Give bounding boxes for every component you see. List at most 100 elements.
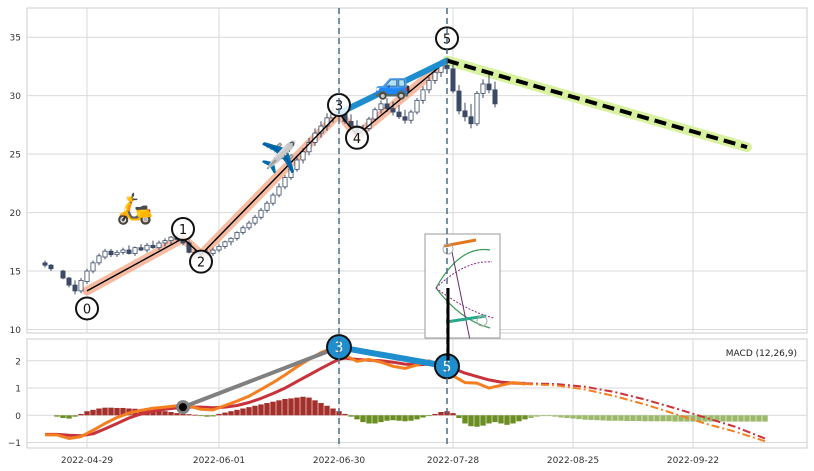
macd-histogram-bar [564,415,570,419]
x-tick-label: 2022-07-28 [427,456,480,466]
candle-body [138,247,144,251]
candle [258,207,264,220]
macd-histogram-bar [168,412,174,416]
macd-histogram-bar [600,415,606,421]
wave-line-4-5 [356,60,448,136]
candle-body [60,270,66,279]
macd-histogram-bar [324,405,330,416]
x-tick-label: 2022-06-01 [193,456,245,466]
candle-body [216,246,222,251]
macd-histogram-bar [114,407,120,416]
macd-histogram-bar [342,413,348,416]
wave-point-circle [345,125,369,150]
macd-marker-dot [176,400,190,415]
candle [426,76,432,94]
macd-histogram-bar [72,415,78,417]
candle-body [486,83,492,91]
candle [66,276,72,288]
scooter-icon: 🛵 [116,192,153,227]
candle [156,240,162,250]
candle [378,100,384,114]
wave-point-circle [75,296,99,321]
macd-panel-frame [26,338,808,449]
macd-histogram-bar [744,415,750,422]
wave-point-3: 3 [327,93,351,118]
candle [96,253,102,266]
candle [372,107,378,122]
candle [492,81,498,108]
candle [126,245,132,255]
macd-histogram-bar [510,415,516,424]
macd-histogram-bar [222,412,228,416]
candle-body [396,111,402,118]
candle-body [78,279,84,292]
macd-histogram-bar [318,403,324,416]
macd-marker-label: 5 [443,359,452,375]
x-tick-label: 2022-04-29 [61,456,114,466]
candle-body [300,151,306,161]
macd-histogram-bar [420,415,426,418]
candle-body [378,103,384,111]
candle [162,238,168,247]
candle-body [102,250,108,258]
candle-body [168,236,174,242]
macd-histogram-bar [186,414,192,416]
wave-point-label: 2 [197,256,205,271]
macd-histogram-bar [414,415,420,420]
candle [168,235,174,245]
candle-body [246,222,252,229]
candle-body [258,209,264,218]
candle [420,86,426,104]
candle-body [126,249,132,254]
macd-histogram-bar [612,415,618,421]
macd-histogram-bar [750,415,756,422]
candle-body [72,284,78,292]
candle [132,246,138,256]
candle-body [492,89,498,105]
candle-body [348,120,354,127]
macd-histogram-bar [246,407,252,416]
candle [222,240,228,249]
macd-histogram-bar [60,415,66,419]
candle-body [384,103,390,109]
wave-point-4: 4 [345,125,369,150]
candle [282,175,288,190]
candle [252,214,258,226]
macd-histogram-bar [624,415,630,422]
macd-histogram-bar [204,415,210,417]
wave-point-circle [171,216,195,241]
macd-histogram-bar [84,411,90,416]
macd-histogram-bar [660,415,666,422]
macd-histogram-bar [702,415,708,422]
macd-histogram-bar [720,415,726,422]
macd-histogram-bar [252,405,258,416]
macd-histogram-bar [480,415,486,426]
wave-line-0-1 [86,237,184,292]
macd-histogram-bar [498,415,504,424]
macd-histogram-bar [360,415,366,423]
macd-histogram-bar [726,415,732,422]
macd-histogram-bar [366,415,372,424]
wave-point-1: 1 [171,216,195,241]
candle-body [462,110,468,118]
macd-histogram-bar [96,408,102,416]
macd-histogram-bar [438,412,444,416]
car-icon: 🚙 [374,67,411,102]
macd-histogram-bar [540,415,546,417]
x-tick-label: 2022-09-22 [667,456,719,466]
candle [288,165,294,180]
price-y-tick-label: 35 [10,34,21,44]
candle-body [270,194,276,204]
macd-histogram-bar [594,415,600,421]
macd-histogram-bar [654,415,660,422]
candle-body [144,244,150,251]
candle-body [426,80,432,91]
wave-point-label: 3 [335,99,343,114]
macd-histogram-bar [618,415,624,421]
candle-body [402,116,408,121]
macd-histogram-bar [432,413,438,416]
macd-histogram-bar [714,415,720,422]
macd-histogram-bar [216,413,222,416]
candle [462,102,468,122]
